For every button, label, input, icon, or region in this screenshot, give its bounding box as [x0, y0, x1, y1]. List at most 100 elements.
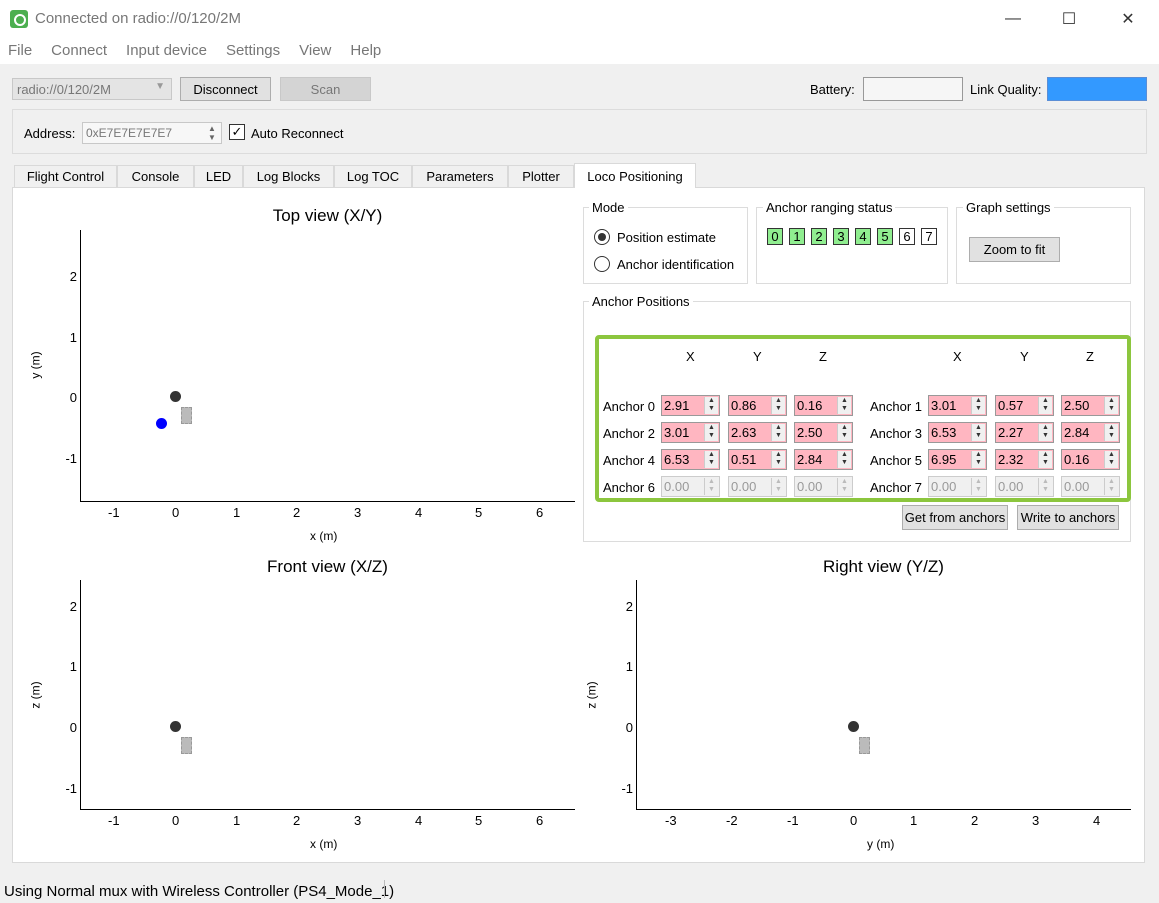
- x-tick: 2: [293, 505, 301, 520]
- anchor-5-z-field[interactable]: 0.16 ▲ ▼: [1061, 449, 1120, 470]
- spin-arrows-icon[interactable]: ▲ ▼: [1038, 478, 1052, 495]
- anchor-3-y-value: 2.27: [998, 425, 1024, 440]
- anchor-7-y-field[interactable]: 0.00 ▲ ▼: [995, 476, 1054, 497]
- spin-arrows-icon[interactable]: ▲ ▼: [704, 478, 718, 495]
- anchor-1-y-field[interactable]: 0.57 ▲ ▼: [995, 395, 1054, 416]
- anchor-0-z-field[interactable]: 0.16 ▲ ▼: [794, 395, 853, 416]
- tab-parameters[interactable]: Parameters: [412, 165, 508, 187]
- auto-reconnect-checkbox[interactable]: ✓: [229, 124, 245, 140]
- spin-arrows-icon[interactable]: ▲ ▼: [704, 397, 718, 414]
- link-quality-label: Link Quality:: [970, 82, 1042, 97]
- y-tick: 2: [69, 269, 77, 284]
- spin-arrows-icon[interactable]: ▲ ▼: [1104, 397, 1118, 414]
- top-view-plot[interactable]: [80, 230, 575, 502]
- anchor-1-label: Anchor 1: [870, 399, 923, 414]
- menu-view[interactable]: View: [299, 42, 332, 59]
- spin-arrows-icon[interactable]: ▲ ▼: [1038, 397, 1052, 414]
- spin-arrows-icon[interactable]: ▲ ▼: [1104, 424, 1118, 441]
- anchor-3-x-field[interactable]: 6.53 ▲ ▼: [928, 422, 987, 443]
- tab-led[interactable]: LED: [194, 165, 243, 187]
- anchor-5-x-field[interactable]: 6.95 ▲ ▼: [928, 449, 987, 470]
- close-button[interactable]: ✕: [1121, 11, 1135, 28]
- right-view-plot[interactable]: [636, 580, 1131, 810]
- uri-select[interactable]: radio://0/120/2M ▼: [12, 78, 172, 100]
- write-to-anchors-button[interactable]: Write to anchors: [1017, 505, 1119, 530]
- anchor-7-x-field[interactable]: 0.00 ▲ ▼: [928, 476, 987, 497]
- tab-plotter[interactable]: Plotter: [508, 165, 574, 187]
- spin-arrows-icon[interactable]: ▲ ▼: [1038, 424, 1052, 441]
- column-header-x: X: [953, 349, 962, 364]
- y-tick: -1: [621, 781, 633, 796]
- anchor-4-z-field[interactable]: 2.84 ▲ ▼: [794, 449, 853, 470]
- anchor-2-z-field[interactable]: 2.50 ▲ ▼: [794, 422, 853, 443]
- menu-help[interactable]: Help: [350, 42, 382, 59]
- get-from-anchors-button[interactable]: Get from anchors: [902, 505, 1008, 530]
- anchor-6-x-field[interactable]: 0.00 ▲ ▼: [661, 476, 720, 497]
- spin-arrows-icon[interactable]: ▲ ▼: [208, 124, 216, 142]
- y-tick: 2: [69, 599, 77, 614]
- spin-arrows-icon[interactable]: ▲ ▼: [771, 451, 785, 468]
- anchor-0-x-value: 2.91: [664, 398, 690, 413]
- anchor-0-x-field[interactable]: 2.91 ▲ ▼: [661, 395, 720, 416]
- anchor-1-y-value: 0.57: [998, 398, 1024, 413]
- spin-arrows-icon[interactable]: ▲ ▼: [837, 451, 851, 468]
- anchor-2-x-field[interactable]: 3.01 ▲ ▼: [661, 422, 720, 443]
- radio-anchor-identification[interactable]: [594, 256, 610, 272]
- anchor-4-x-field[interactable]: 6.53 ▲ ▼: [661, 449, 720, 470]
- anchor-1-z-field[interactable]: 2.50 ▲ ▼: [1061, 395, 1120, 416]
- spin-arrows-icon[interactable]: ▲ ▼: [971, 424, 985, 441]
- spin-arrows-icon[interactable]: ▲ ▼: [704, 451, 718, 468]
- spin-arrows-icon[interactable]: ▲ ▼: [1104, 451, 1118, 468]
- y-tick: 0: [69, 390, 77, 405]
- minimize-button[interactable]: —: [1005, 10, 1021, 27]
- radio-position-estimate[interactable]: [594, 229, 610, 245]
- tab-log-blocks[interactable]: Log Blocks: [243, 165, 334, 187]
- anchor-1-x-field[interactable]: 3.01 ▲ ▼: [928, 395, 987, 416]
- spin-arrows-icon[interactable]: ▲ ▼: [971, 397, 985, 414]
- tab-flight-control[interactable]: Flight Control: [14, 165, 117, 187]
- spin-arrows-icon[interactable]: ▲ ▼: [837, 478, 851, 495]
- menu-connect[interactable]: Connect: [51, 42, 108, 59]
- spin-arrows-icon[interactable]: ▲ ▼: [771, 478, 785, 495]
- spin-arrows-icon[interactable]: ▲ ▼: [837, 424, 851, 441]
- anchor-5-y-value: 2.32: [998, 452, 1024, 467]
- front-view-plot[interactable]: [80, 580, 575, 810]
- spin-arrows-icon[interactable]: ▲ ▼: [771, 397, 785, 414]
- ranging-group-title: Anchor ranging status: [763, 200, 896, 215]
- anchor-7-z-value: 0.00: [1064, 479, 1090, 494]
- anchor-6-y-value: 0.00: [731, 479, 757, 494]
- disconnect-button[interactable]: Disconnect: [180, 77, 271, 101]
- zoom-to-fit-button[interactable]: Zoom to fit: [969, 237, 1060, 262]
- tab-log-toc[interactable]: Log TOC: [334, 165, 412, 187]
- scan-button[interactable]: Scan: [280, 77, 371, 101]
- menu-file[interactable]: File: [8, 42, 33, 59]
- anchor-3-y-field[interactable]: 2.27 ▲ ▼: [995, 422, 1054, 443]
- spin-arrows-icon[interactable]: ▲ ▼: [837, 397, 851, 414]
- maximize-button[interactable]: ☐: [1061, 11, 1077, 28]
- x-tick: -1: [108, 813, 120, 828]
- spin-arrows-icon[interactable]: ▲ ▼: [1038, 451, 1052, 468]
- spin-arrows-icon[interactable]: ▲ ▼: [971, 451, 985, 468]
- anchor-6-z-field[interactable]: 0.00 ▲ ▼: [794, 476, 853, 497]
- tab-loco-positioning[interactable]: Loco Positioning: [574, 163, 696, 188]
- address-field[interactable]: 0xE7E7E7E7E7 ▲ ▼: [82, 122, 222, 144]
- front-view-title: Front view (X/Z): [267, 557, 388, 576]
- y-tick: 1: [69, 659, 77, 674]
- anchor-2-y-field[interactable]: 2.63 ▲ ▼: [728, 422, 787, 443]
- anchor-3-z-field[interactable]: 2.84 ▲ ▼: [1061, 422, 1120, 443]
- menu-input-device[interactable]: Input device: [126, 42, 207, 59]
- anchor-6-y-field[interactable]: 0.00 ▲ ▼: [728, 476, 787, 497]
- x-tick: 1: [910, 813, 918, 828]
- menu-settings[interactable]: Settings: [225, 42, 281, 59]
- anchor-5-y-field[interactable]: 2.32 ▲ ▼: [995, 449, 1054, 470]
- spin-arrows-icon[interactable]: ▲ ▼: [971, 478, 985, 495]
- spin-arrows-icon[interactable]: ▲ ▼: [771, 424, 785, 441]
- x-tick: 3: [1032, 813, 1040, 828]
- anchor-4-y-field[interactable]: 0.51 ▲ ▼: [728, 449, 787, 470]
- origin-marker: [848, 721, 859, 732]
- spin-arrows-icon[interactable]: ▲ ▼: [1104, 478, 1118, 495]
- spin-arrows-icon[interactable]: ▲ ▼: [704, 424, 718, 441]
- anchor-7-z-field[interactable]: 0.00 ▲ ▼: [1061, 476, 1120, 497]
- tab-console[interactable]: Console: [117, 165, 194, 187]
- anchor-0-y-field[interactable]: 0.86 ▲ ▼: [728, 395, 787, 416]
